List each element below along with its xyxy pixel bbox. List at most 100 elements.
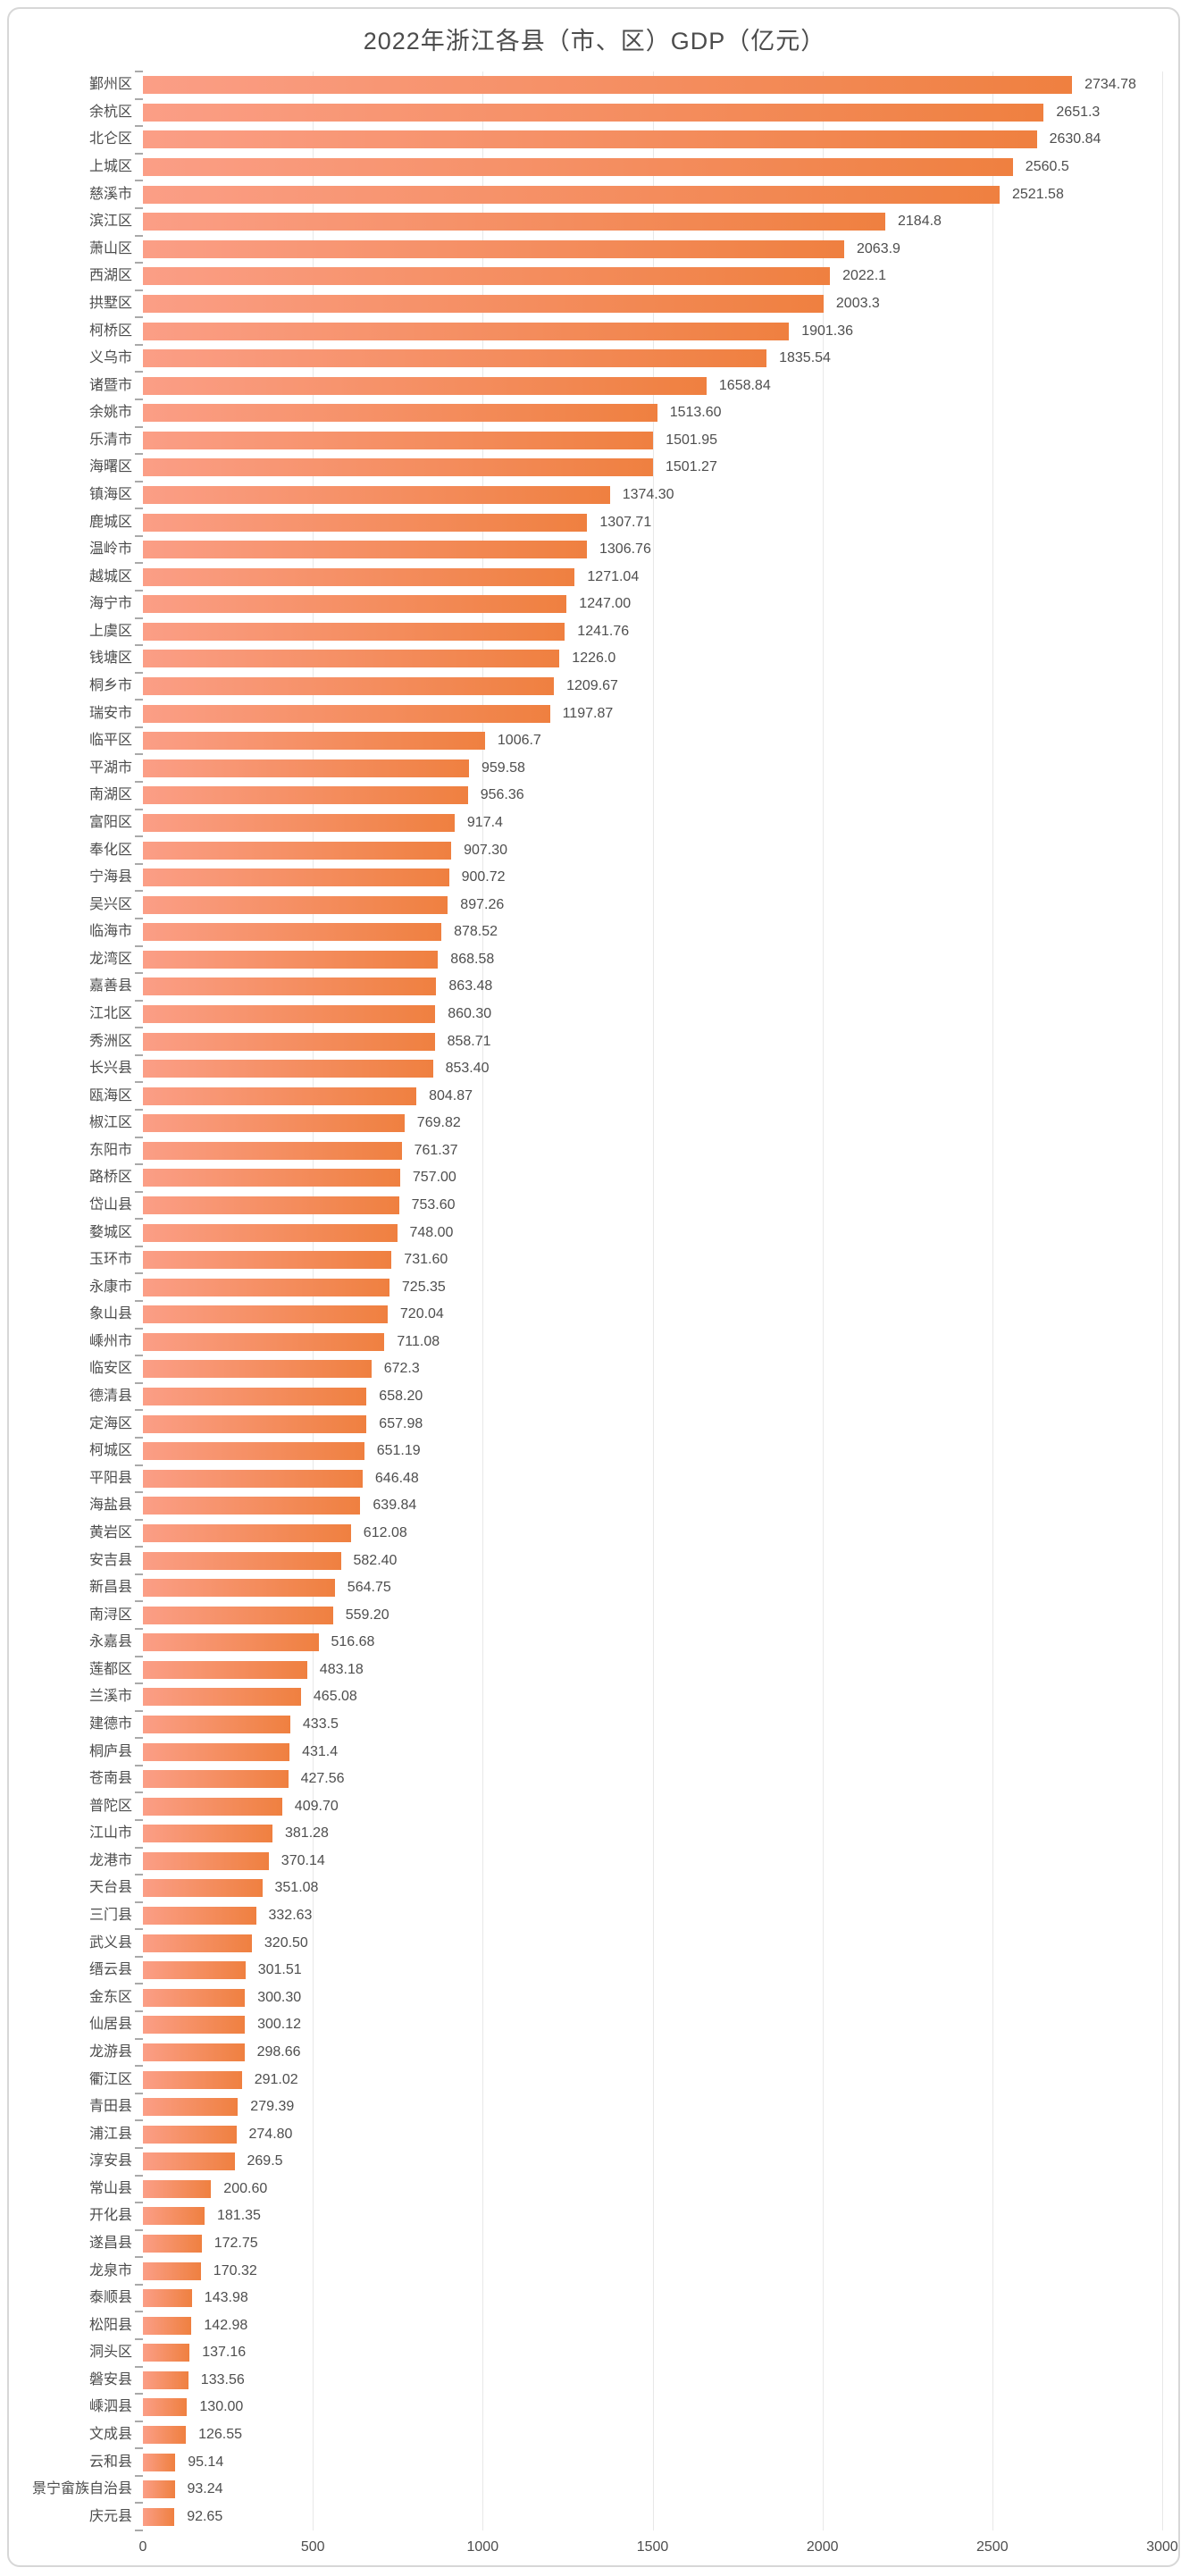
- gdp-bar[interactable]: [143, 2480, 175, 2499]
- gdp-bar[interactable]: [143, 1879, 263, 1898]
- gdp-bar[interactable]: [143, 1523, 351, 1542]
- gdp-bar[interactable]: [143, 1004, 436, 1023]
- gdp-bar[interactable]: [143, 103, 1044, 122]
- gdp-bar[interactable]: [143, 1360, 372, 1379]
- gdp-bar[interactable]: [143, 2426, 187, 2444]
- gdp-bar[interactable]: [143, 2043, 245, 2061]
- gdp-bar[interactable]: [143, 923, 442, 942]
- gdp-bar[interactable]: [143, 2070, 242, 2089]
- gdp-bar[interactable]: [143, 185, 1000, 204]
- gdp-bar[interactable]: [143, 2125, 237, 2144]
- gdp-bar[interactable]: [143, 1114, 405, 1133]
- gdp-bar[interactable]: [143, 1141, 402, 1160]
- gdp-bar[interactable]: [143, 2398, 188, 2417]
- gdp-bar[interactable]: [143, 2098, 239, 2116]
- gdp-bar[interactable]: [143, 2207, 205, 2226]
- gdp-bar[interactable]: [143, 239, 844, 258]
- category-label: 岱山县: [88, 1197, 132, 1212]
- gdp-bar[interactable]: [143, 213, 885, 231]
- gdp-bar[interactable]: [143, 1579, 335, 1598]
- gdp-bar[interactable]: [143, 567, 575, 586]
- gdp-bar[interactable]: [143, 1633, 319, 1652]
- gdp-bar[interactable]: [143, 322, 790, 340]
- gdp-bar[interactable]: [143, 1332, 385, 1351]
- gdp-bar[interactable]: [143, 1169, 400, 1187]
- gdp-bar[interactable]: [143, 950, 439, 969]
- gdp-bar[interactable]: [143, 732, 485, 751]
- gdp-bar[interactable]: [143, 1278, 389, 1296]
- gdp-bar[interactable]: [143, 1961, 246, 1980]
- axis-tick: [135, 781, 143, 783]
- gdp-bar[interactable]: [143, 2289, 192, 2308]
- gdp-bar[interactable]: [143, 595, 567, 614]
- gdp-bar[interactable]: [143, 458, 653, 477]
- value-label: 582.40: [353, 1552, 398, 1568]
- gdp-bar[interactable]: [143, 1251, 392, 1270]
- gdp-bar[interactable]: [143, 1988, 246, 2007]
- gdp-bar[interactable]: [143, 978, 437, 996]
- gdp-bar[interactable]: [143, 1388, 367, 1405]
- gdp-bar[interactable]: [143, 704, 550, 723]
- gdp-bar[interactable]: [143, 267, 831, 286]
- gdp-bar[interactable]: [143, 2453, 176, 2471]
- gdp-bar[interactable]: [143, 1851, 269, 1870]
- gdp-bar[interactable]: [143, 158, 1013, 176]
- gdp-bar[interactable]: [143, 541, 587, 559]
- gdp-bar[interactable]: [143, 1414, 367, 1433]
- gdp-bar[interactable]: [143, 1442, 364, 1461]
- gdp-bar[interactable]: [143, 868, 449, 886]
- axis-tick: [135, 371, 143, 373]
- gdp-bar[interactable]: [143, 786, 468, 805]
- gdp-bar[interactable]: [143, 1497, 361, 1515]
- gdp-bar[interactable]: [143, 1032, 435, 1051]
- gdp-bar[interactable]: [143, 2261, 201, 2280]
- gdp-bar[interactable]: [143, 76, 1073, 95]
- gdp-bar[interactable]: [143, 1223, 398, 1242]
- category-label: 龙港市: [88, 1852, 132, 1868]
- gdp-bar[interactable]: [143, 1907, 256, 1925]
- axis-tick: [135, 2447, 143, 2450]
- gdp-bar[interactable]: [143, 1660, 307, 1679]
- gdp-bar[interactable]: [143, 813, 455, 832]
- gdp-bar[interactable]: [143, 2179, 212, 2198]
- gdp-bar[interactable]: [143, 1196, 399, 1214]
- gdp-bar[interactable]: [143, 1060, 433, 1078]
- gdp-bar[interactable]: [143, 2152, 235, 2171]
- gdp-bar[interactable]: [143, 2316, 192, 2335]
- gdp-bar[interactable]: [143, 1087, 417, 1105]
- gdp-bar[interactable]: [143, 1551, 341, 1570]
- gdp-bar[interactable]: [143, 1606, 333, 1624]
- gdp-bar[interactable]: [143, 130, 1037, 149]
- gdp-bar[interactable]: [143, 2344, 190, 2362]
- gdp-bar[interactable]: [143, 2370, 188, 2389]
- gdp-bar[interactable]: [143, 1688, 301, 1707]
- gdp-bar[interactable]: [143, 1797, 282, 1816]
- gdp-bar[interactable]: [143, 431, 654, 449]
- gdp-bar[interactable]: [143, 895, 448, 914]
- gdp-bar[interactable]: [143, 2507, 175, 2526]
- gdp-bar[interactable]: [143, 622, 565, 641]
- gdp-bar[interactable]: [143, 1825, 272, 1843]
- category-label: 秀洲区: [88, 1033, 132, 1049]
- gdp-bar[interactable]: [143, 1770, 289, 1789]
- gdp-bar[interactable]: [143, 404, 657, 423]
- gdp-bar[interactable]: [143, 1305, 388, 1324]
- gdp-bar[interactable]: [143, 677, 555, 695]
- gdp-bar[interactable]: [143, 1742, 290, 1761]
- gdp-bar[interactable]: [143, 1934, 252, 1952]
- gdp-bar[interactable]: [143, 2016, 246, 2035]
- gdp-bar[interactable]: [143, 349, 767, 368]
- gdp-bar[interactable]: [143, 759, 469, 777]
- gdp-bar[interactable]: [143, 841, 452, 860]
- axis-tick: [135, 2420, 143, 2422]
- gdp-bar[interactable]: [143, 1716, 290, 1733]
- category-label: 江山市: [88, 1825, 132, 1842]
- gdp-bar[interactable]: [143, 650, 560, 668]
- gdp-bar[interactable]: [143, 2234, 202, 2253]
- gdp-bar[interactable]: [143, 376, 707, 395]
- gdp-bar[interactable]: [143, 486, 610, 504]
- gdp-bar[interactable]: [143, 1469, 363, 1488]
- category-label: 嵊泗县: [88, 2399, 132, 2415]
- gdp-bar[interactable]: [143, 294, 824, 313]
- gdp-bar[interactable]: [143, 513, 588, 532]
